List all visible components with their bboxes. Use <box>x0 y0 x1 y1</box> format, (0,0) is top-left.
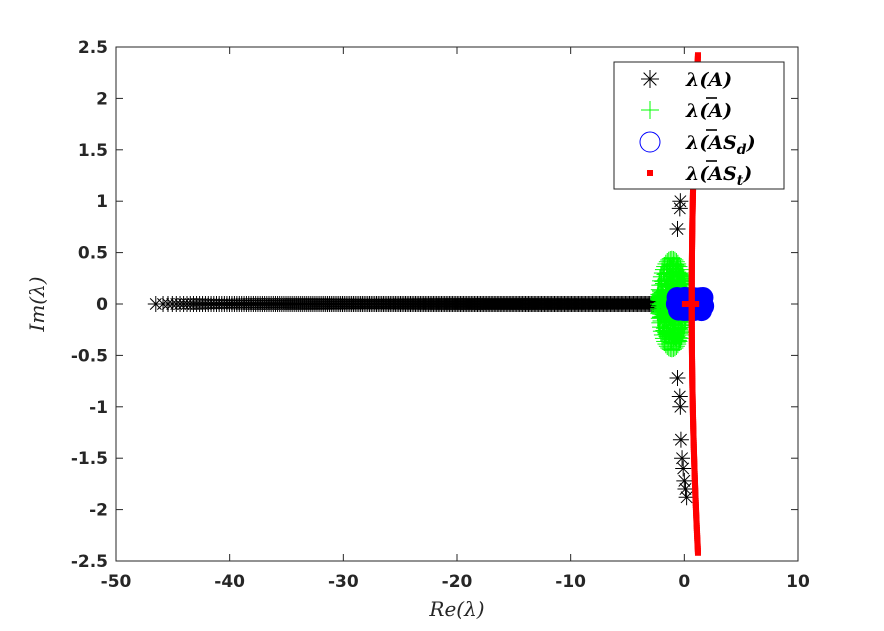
x-tick-label: -40 <box>214 572 245 592</box>
y-tick-label: -0.5 <box>71 346 108 366</box>
point-lambda-Abar <box>666 329 681 344</box>
legend-item: λ(ASd) <box>639 129 756 158</box>
asterisk-stroke <box>671 372 684 385</box>
point-lambda-Abar <box>651 293 666 308</box>
point-lambda-Abar <box>653 327 668 342</box>
y-tick-label: 0.5 <box>78 244 108 264</box>
y-axis-label: Im(λ) <box>25 276 49 332</box>
point-lambda-A <box>671 388 688 405</box>
x-tick-label: 10 <box>786 572 810 592</box>
asterisk-stroke <box>673 390 686 403</box>
x-tick-label: -10 <box>555 572 586 592</box>
point-lambda-Abar <box>657 256 672 271</box>
point-lambda-A <box>672 431 689 448</box>
legend-circle-icon <box>639 131 661 153</box>
y-tick-label: 0 <box>96 295 108 315</box>
legend-label: λ(ASd) <box>685 132 756 158</box>
legend-square-icon <box>647 170 653 176</box>
point-lambda-A <box>669 370 686 387</box>
point-lambda-Abar <box>653 266 668 281</box>
point-lambda-Abar <box>674 262 689 277</box>
asterisk-stroke <box>674 400 687 413</box>
point-lambda-Abar <box>676 269 691 284</box>
legend-item: λ(A) <box>641 69 732 91</box>
legend-item: λ(A) <box>641 97 732 122</box>
legend-label: λ(A) <box>685 69 732 91</box>
legend-asterisk-icon <box>641 70 659 88</box>
point-lambda-Abar <box>675 266 690 281</box>
asterisk-stroke <box>680 491 693 504</box>
x-tick-label: -20 <box>442 572 473 592</box>
point-lambda-A <box>677 481 694 498</box>
x-tick-label: 0 <box>678 572 690 592</box>
y-tick-label: 2 <box>96 89 108 109</box>
y-tick-label: 1.5 <box>78 141 108 161</box>
point-lambda-Abar <box>660 253 675 268</box>
legend-plus-icon <box>641 101 659 119</box>
point-lambda-A <box>674 450 691 467</box>
y-tick-label: -2.5 <box>71 552 108 572</box>
x-tick-label: -30 <box>328 572 359 592</box>
point-lambda-Abar <box>654 262 669 277</box>
point-lambda-Abar <box>675 327 690 342</box>
point-lambda-A <box>672 193 689 210</box>
asterisk-stroke <box>674 433 687 446</box>
point-lambda-Abar <box>652 324 667 339</box>
asterisk-stroke <box>674 195 687 208</box>
x-tick-label: -50 <box>101 572 132 592</box>
point-lambda-A <box>672 398 689 415</box>
legend-label: λ(ASt) <box>685 163 752 189</box>
point-lambda-Abar <box>656 259 671 274</box>
y-tick-label: 2.5 <box>78 38 108 58</box>
y-tick-label: -1.5 <box>71 449 108 469</box>
asterisk-stroke <box>643 72 657 86</box>
point-lambda-A <box>669 220 686 237</box>
data-layer <box>147 52 715 556</box>
y-tick-label: -2 <box>89 501 108 521</box>
asterisk-stroke <box>677 462 690 475</box>
point-lambda-Abar <box>674 331 689 346</box>
point-lambda-A <box>676 472 693 489</box>
point-lambda-Abar <box>652 269 667 284</box>
legend-label: λ(A) <box>685 100 732 122</box>
asterisk-stroke <box>671 222 684 235</box>
point-lambda-Abar <box>669 340 684 355</box>
point-lambda-A <box>678 489 695 506</box>
point-lambda-Abar <box>672 337 687 352</box>
point-lambda-Abar <box>673 334 688 349</box>
point-lambda-A <box>671 200 688 217</box>
legend: λ(A) λ(A) λ(ASd) λ(ASt) <box>613 61 785 190</box>
point-lambda-AbarSt <box>693 301 700 307</box>
point-lambda-A <box>675 460 692 477</box>
point-lambda-Abar <box>652 320 667 335</box>
legend-box <box>613 61 785 190</box>
legend-items: λ(A) λ(A) λ(ASd) λ(ASt) <box>639 69 756 189</box>
point-lambda-Abar <box>676 324 691 339</box>
ticks-layer: -50 -40 -30 -20 -10 0 10 2.5 2 1.5 1 0.5 0 -0.5 -1 -1.5… <box>71 38 810 592</box>
x-axis-label: Re(λ) <box>428 597 484 621</box>
asterisk-stroke <box>676 452 689 465</box>
y-tick-label: 1 <box>96 192 108 212</box>
y-tick-label: -1 <box>89 398 108 418</box>
point-lambda-AbarSt <box>694 549 701 556</box>
legend-item: λ(ASt) <box>647 160 752 189</box>
point-lambda-Abar <box>654 331 669 346</box>
